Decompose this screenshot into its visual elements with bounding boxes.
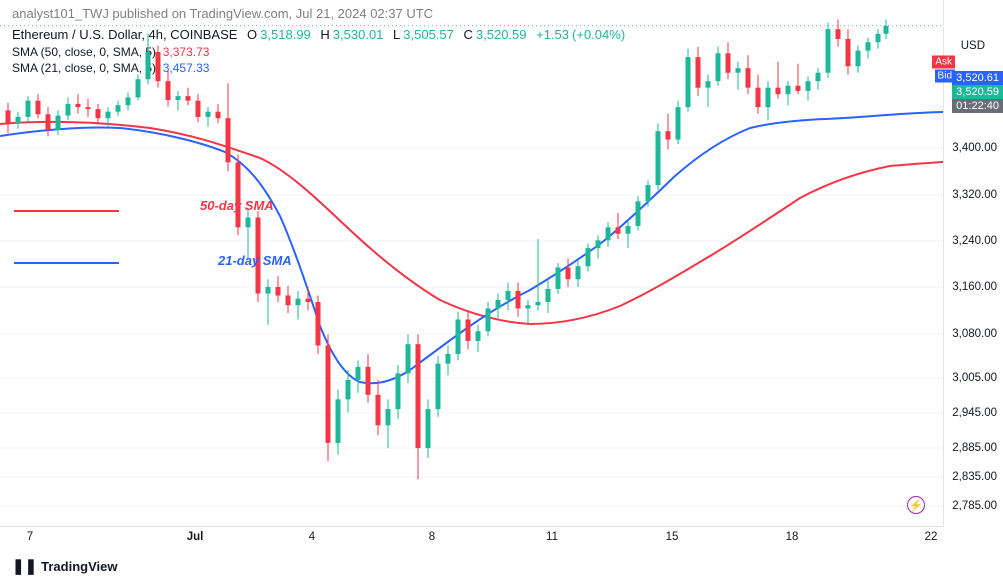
legend-line-sma21: [14, 262, 119, 264]
brand-text: TradingView: [41, 559, 117, 574]
bolt-icon[interactable]: ⚡: [907, 496, 925, 514]
annotation-sma21: 21-day SMA: [218, 253, 292, 268]
footer-brand[interactable]: ❚❚ TradingView: [12, 557, 117, 575]
countdown: 01:22:40: [952, 99, 1003, 113]
time-tick: 4: [309, 531, 315, 543]
legend-line-sma50: [14, 210, 119, 212]
price-tick: 2,785.00: [952, 500, 997, 512]
price-axis[interactable]: USD 3,400.00 3,320.00 3,240.00 3,160.00 3,08…: [943, 0, 1003, 526]
ask-label: Ask: [932, 56, 955, 69]
currency-label: USD: [961, 40, 985, 52]
chart-area[interactable]: 50-day SMA 21-day SMA ⚡: [0, 0, 943, 526]
price-tick: 3,005.00: [952, 372, 997, 384]
price-tick: 3,240.00: [952, 235, 997, 247]
current-price: 3,520.59: [952, 85, 1003, 99]
price-tick: 3,080.00: [952, 328, 997, 340]
time-tick: 15: [666, 531, 679, 543]
time-tick: 18: [786, 531, 799, 543]
price-tick: 3,400.00: [952, 142, 997, 154]
annotation-sma50: 50-day SMA: [200, 198, 274, 213]
price-tick: 3,320.00: [952, 189, 997, 201]
tradingview-icon: ❚❚: [12, 557, 37, 575]
price-tick: 2,885.00: [952, 442, 997, 454]
bid-price: 3,520.61: [952, 71, 1003, 85]
time-tick: Jul: [187, 531, 204, 543]
price-tick: 2,945.00: [952, 407, 997, 419]
chart-svg: [0, 0, 943, 526]
price-tick: 2,835.00: [952, 471, 997, 483]
time-tick: 8: [429, 531, 435, 543]
price-tick: 3,160.00: [952, 281, 997, 293]
time-tick: 7: [27, 531, 33, 543]
time-tick: 11: [546, 531, 558, 543]
chart-container: analyst101_TWJ published on TradingView.…: [0, 0, 1003, 581]
time-axis[interactable]: 7 Jul 4 8 11 15 18 22: [0, 526, 943, 551]
time-tick: 22: [925, 531, 938, 543]
